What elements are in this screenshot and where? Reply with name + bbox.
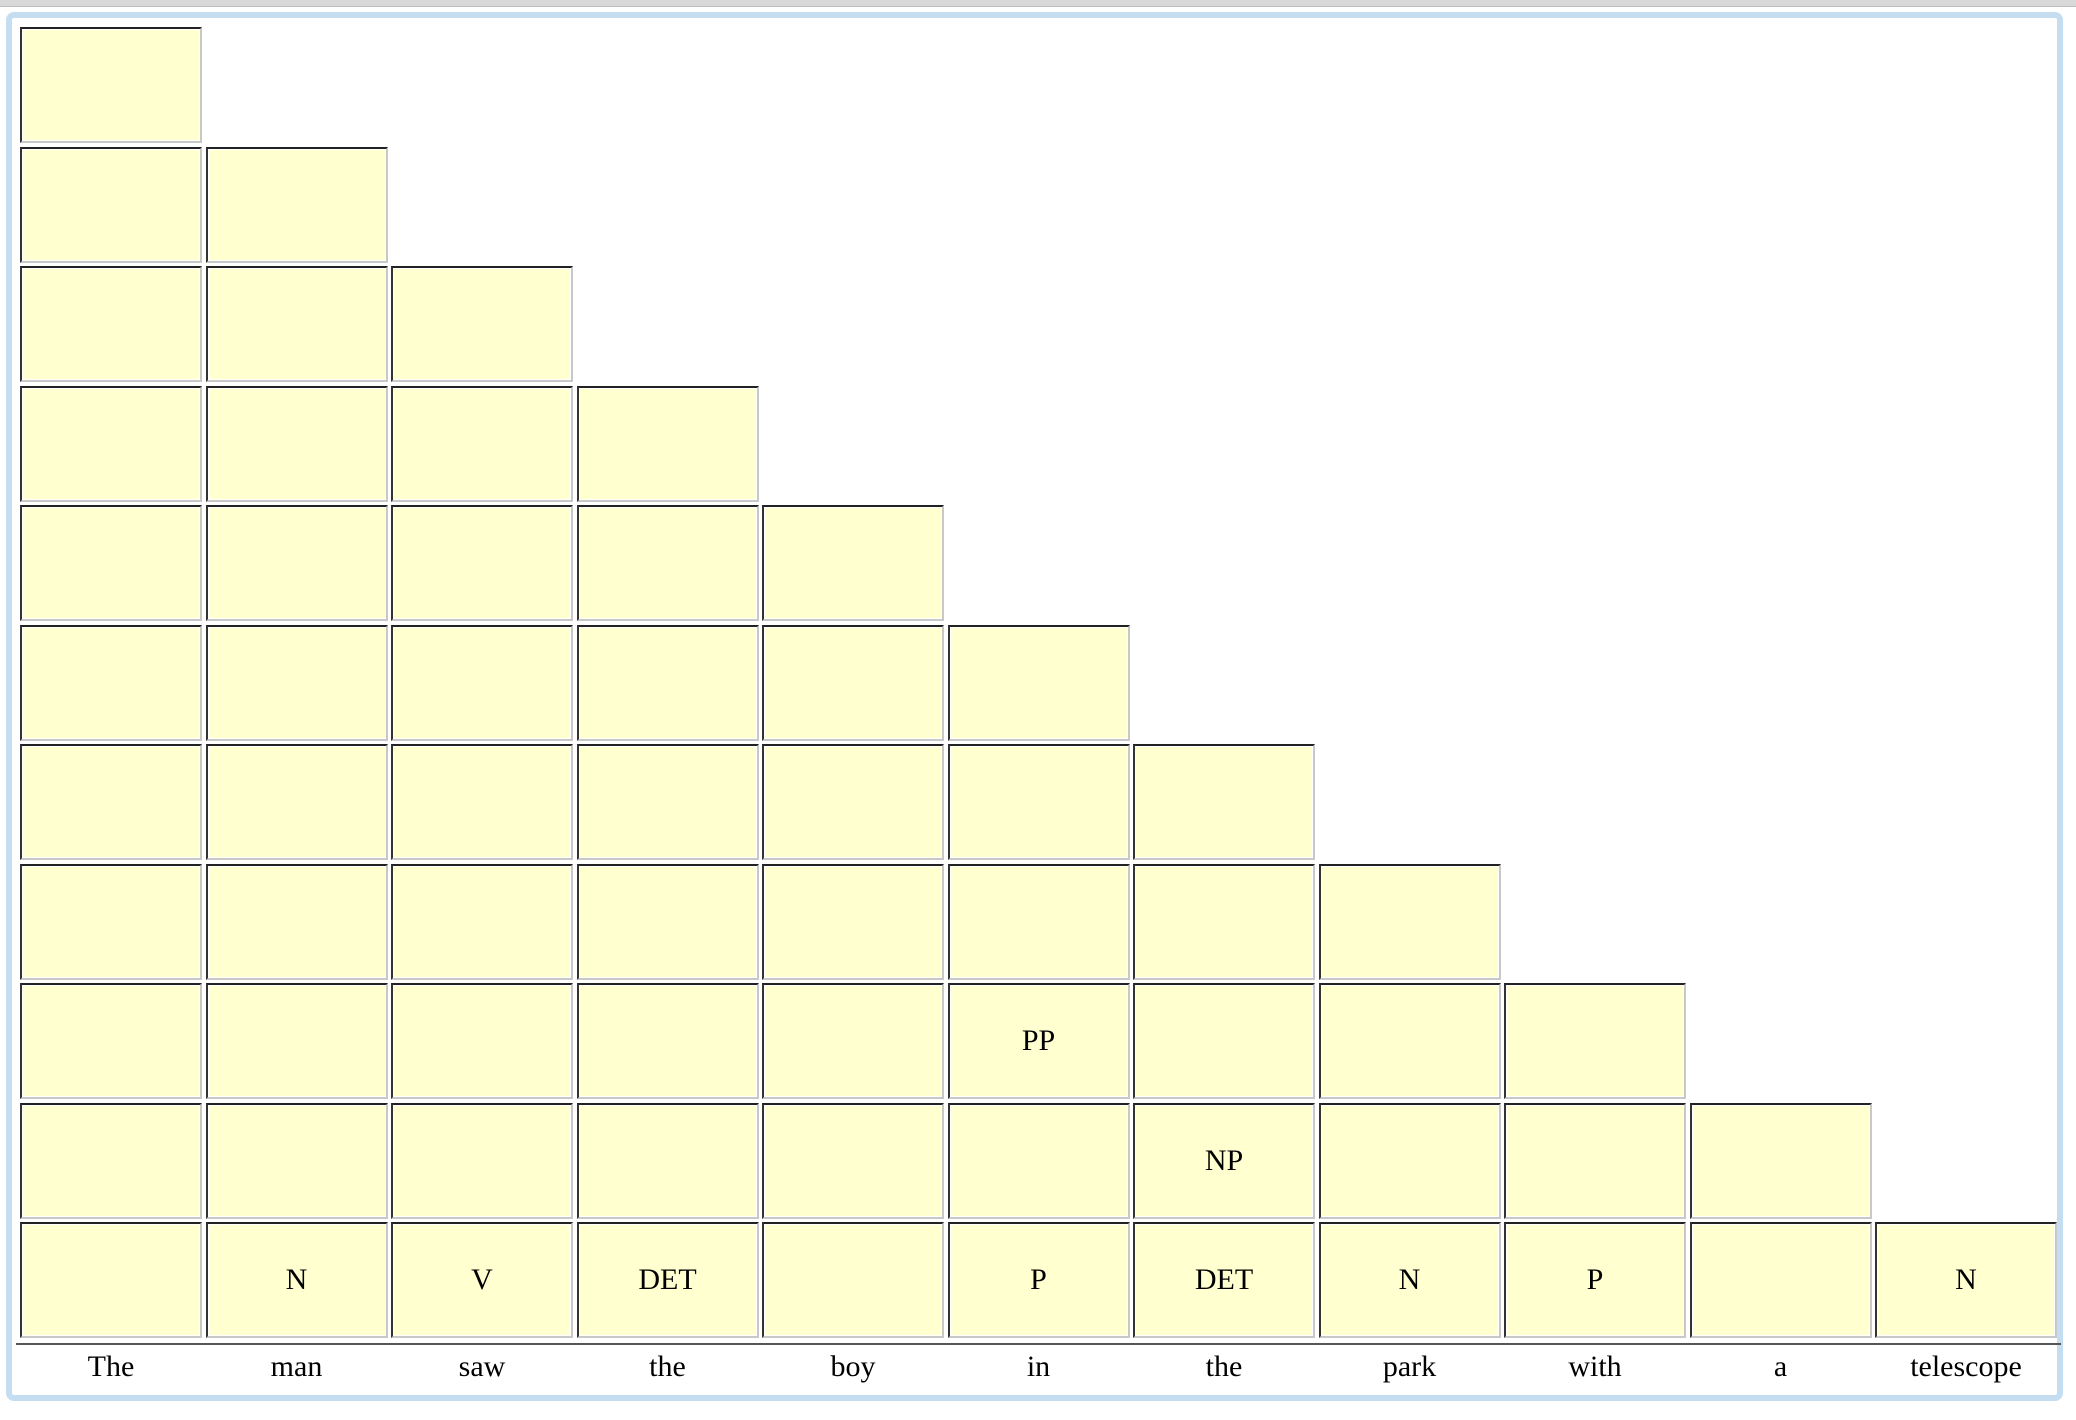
word-2: saw — [458, 1350, 506, 1383]
chart-cell-r5-c2 — [391, 624, 573, 741]
chart-cell-r5-c5 — [947, 624, 1130, 741]
chart-cell-r2-c0 — [20, 266, 202, 382]
chart-cell-r8-c8 — [1504, 983, 1686, 1099]
chart-cell-r9-c8 — [1504, 1102, 1686, 1219]
chart-cell-r8-c6 — [1133, 983, 1315, 1099]
chart-cell-r10-c4 — [762, 1222, 944, 1338]
chart-cell-r6-c4 — [762, 744, 944, 860]
sentence-baseline — [16, 1343, 2061, 1345]
chart-cell-r10-c6: DET — [1133, 1222, 1315, 1338]
chart-cell-r9-c3 — [576, 1102, 759, 1219]
chart-cell-r7-c1 — [205, 863, 388, 980]
chart-cell-r7-c7 — [1318, 863, 1501, 980]
window-top-bar — [0, 0, 2076, 7]
chart-cell-r2-c2 — [391, 266, 573, 382]
chart-cell-r7-c6 — [1133, 863, 1315, 980]
word-7: park — [1382, 1350, 1437, 1383]
word-6: the — [1205, 1350, 1243, 1383]
chart-cell-r8-c2 — [391, 983, 573, 1099]
chart-cell-r7-c4 — [762, 863, 944, 980]
chart-cell-r4-c2 — [391, 505, 573, 621]
chart-cell-r10-c8: P — [1504, 1222, 1686, 1338]
chart-cell-r8-c4 — [762, 983, 944, 1099]
chart-cell-r5-c3 — [576, 624, 759, 741]
chart-cell-r3-c2 — [391, 385, 573, 502]
chart-cell-r5-c0 — [20, 624, 202, 741]
chart-cell-r8-c3 — [576, 983, 759, 1099]
chart-cell-r10-c3: DET — [576, 1222, 759, 1338]
chart-cell-r3-c0 — [20, 385, 202, 502]
chart-cell-r7-c2 — [391, 863, 573, 980]
chart-cell-r6-c2 — [391, 744, 573, 860]
chart-cell-r4-c1 — [205, 505, 388, 621]
chart-cell-r10-c7: N — [1318, 1222, 1501, 1338]
chart-cell-r9-c2 — [391, 1102, 573, 1219]
word-4: boy — [830, 1350, 876, 1383]
chart-cell-r9-c9 — [1689, 1102, 1872, 1219]
chart-cell-r7-c5 — [947, 863, 1130, 980]
chart-cell-r1-c0 — [20, 146, 202, 263]
chart-cell-r1-c1 — [205, 146, 388, 263]
chart-cell-r9-c1 — [205, 1102, 388, 1219]
chart-cell-r8-c5: PP — [947, 983, 1130, 1099]
word-1: man — [270, 1350, 323, 1383]
chart-cell-r3-c1 — [205, 385, 388, 502]
chart-cell-r4-c3 — [576, 505, 759, 621]
word-0: The — [87, 1350, 135, 1383]
chart-cell-r8-c0 — [20, 983, 202, 1099]
chart-cell-r4-c0 — [20, 505, 202, 621]
chart-cell-r6-c3 — [576, 744, 759, 860]
word-10: telescope — [1910, 1350, 2022, 1383]
chart-cell-r7-c3 — [576, 863, 759, 980]
word-9: a — [1773, 1350, 1788, 1383]
chart-cell-r6-c6 — [1133, 744, 1315, 860]
chart-cell-r10-c2: V — [391, 1222, 573, 1338]
chart-cell-r9-c7 — [1318, 1102, 1501, 1219]
chart-cell-r3-c3 — [576, 385, 759, 502]
word-8: with — [1568, 1350, 1622, 1383]
chart-cell-r8-c1 — [205, 983, 388, 1099]
chart-cell-r9-c6: NP — [1133, 1102, 1315, 1219]
chart-cell-r5-c4 — [762, 624, 944, 741]
chart-cell-r10-c10: N — [1875, 1222, 2057, 1338]
chart-cell-r7-c0 — [20, 863, 202, 980]
chart-cell-r10-c9 — [1689, 1222, 1872, 1338]
chart-cell-r2-c1 — [205, 266, 388, 382]
chart-cell-r8-c7 — [1318, 983, 1501, 1099]
chart-cell-r6-c1 — [205, 744, 388, 860]
word-5: in — [1026, 1350, 1051, 1383]
chart-cell-r4-c4 — [762, 505, 944, 621]
chart-cell-r10-c1: N — [205, 1222, 388, 1338]
chart-cell-r6-c0 — [20, 744, 202, 860]
word-3: the — [649, 1350, 686, 1383]
chart-cell-r9-c4 — [762, 1102, 944, 1219]
chart-cell-r9-c5 — [947, 1102, 1130, 1219]
chart-cell-r10-c5: P — [947, 1222, 1130, 1338]
chart-cell-r5-c1 — [205, 624, 388, 741]
chart-cell-r10-c0 — [20, 1222, 202, 1338]
chart-cell-r0-c0 — [20, 27, 202, 143]
chart-cell-r6-c5 — [947, 744, 1130, 860]
chart-cell-r9-c0 — [20, 1102, 202, 1219]
